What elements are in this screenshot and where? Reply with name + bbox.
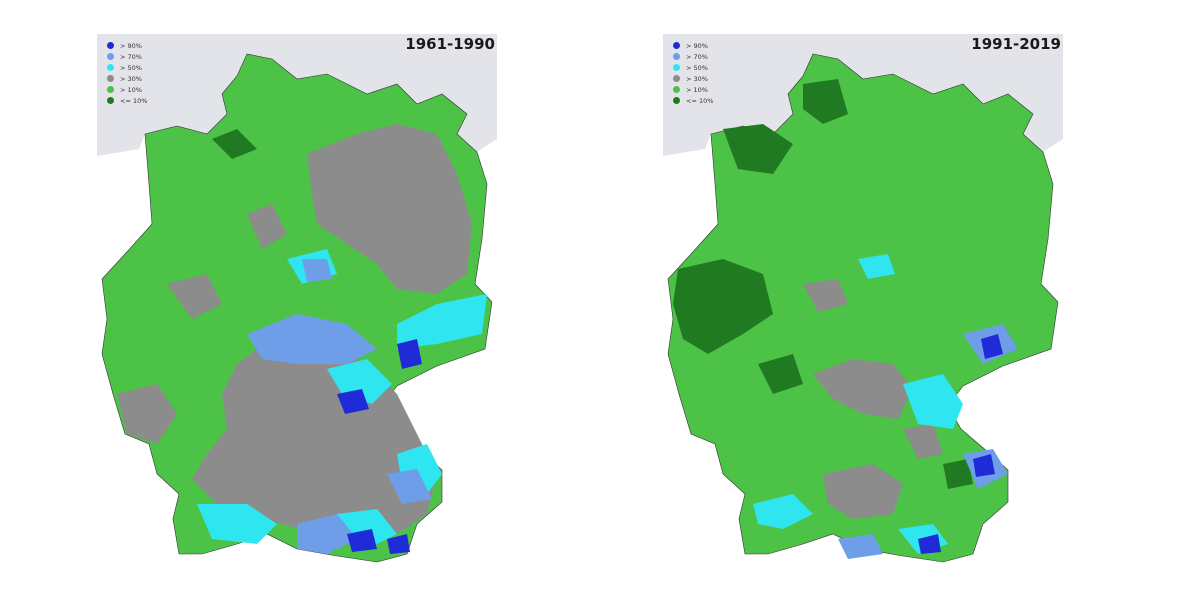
legend-item: > 30%	[673, 73, 713, 84]
map-region-grey	[803, 279, 943, 519]
period-title: 1961-1990	[405, 35, 495, 53]
legend-item: > 50%	[673, 62, 713, 73]
legend-label: > 50%	[120, 63, 142, 72]
sea-fill	[97, 34, 497, 156]
legend-item: > 30%	[107, 73, 147, 84]
legend-label: > 50%	[686, 63, 708, 72]
germany-map-1961-1990	[97, 34, 497, 563]
legend-swatch	[673, 75, 680, 82]
legend-label: > 90%	[686, 41, 708, 50]
legend-label: > 90%	[120, 41, 142, 50]
germany-map-1991-2019	[663, 34, 1063, 563]
legend-swatch	[673, 64, 680, 71]
map-panel-1961-1990: > 90% > 70% > 50% > 30% > 10% <= 10% 196…	[97, 34, 497, 579]
legend: > 90% > 70% > 50% > 30% > 10% <= 10%	[107, 40, 147, 106]
legend-swatch	[107, 97, 114, 104]
legend-item: > 70%	[107, 51, 147, 62]
map-panel-1991-2019: > 90% > 70% > 50% > 30% > 10% <= 10% 199…	[663, 34, 1063, 579]
legend-label: > 10%	[686, 85, 708, 94]
legend-swatch	[107, 64, 114, 71]
legend-item: > 90%	[107, 40, 147, 51]
legend-swatch	[107, 53, 114, 60]
legend-label: > 10%	[120, 85, 142, 94]
legend-label: <= 10%	[686, 96, 714, 105]
legend-swatch	[673, 86, 680, 93]
legend-item: <= 10%	[107, 95, 147, 106]
legend-item: > 10%	[107, 84, 147, 95]
legend-label: > 30%	[686, 74, 708, 83]
map-region-lightblue	[247, 259, 432, 554]
legend-swatch	[673, 53, 680, 60]
legend-swatch	[107, 42, 114, 49]
legend: > 90% > 70% > 50% > 30% > 10% <= 10%	[673, 40, 713, 106]
legend-swatch	[673, 42, 680, 49]
map-region-darkgreen	[673, 79, 973, 489]
legend-label: > 70%	[686, 52, 708, 61]
legend-item: > 50%	[107, 62, 147, 73]
period-title: 1991-2019	[971, 35, 1061, 53]
legend-label: > 70%	[120, 52, 142, 61]
map-region-darkgreen	[212, 129, 257, 159]
legend-label: <= 10%	[120, 96, 148, 105]
map-region-darkblue	[918, 334, 1003, 554]
legend-item: > 10%	[673, 84, 713, 95]
legend-swatch	[107, 86, 114, 93]
legend-swatch	[673, 97, 680, 104]
legend-swatch	[107, 75, 114, 82]
map-region-cyan	[753, 254, 963, 554]
legend-item: > 70%	[673, 51, 713, 62]
legend-item: > 90%	[673, 40, 713, 51]
map-region-darkblue	[337, 339, 422, 554]
legend-label: > 30%	[120, 74, 142, 83]
germany-land	[667, 53, 1059, 563]
legend-item: <= 10%	[673, 95, 713, 106]
